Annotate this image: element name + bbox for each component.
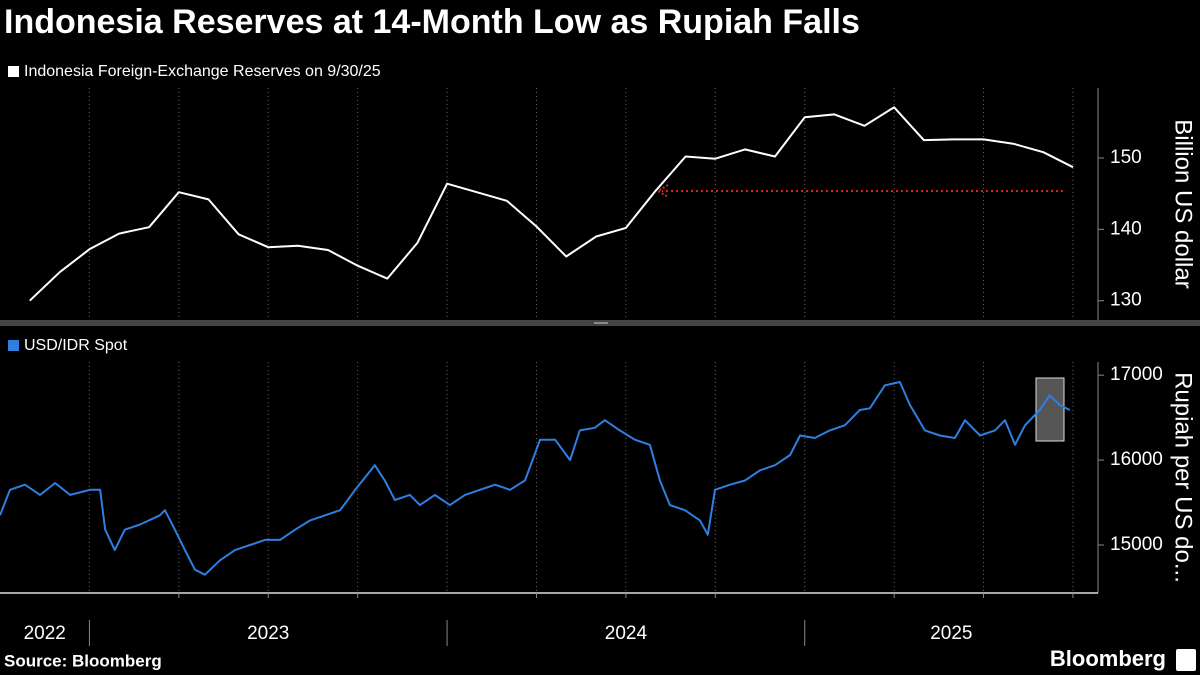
y-tick-label: 16000	[1110, 449, 1163, 470]
y-axis-title: Billion US dollar	[1170, 119, 1197, 288]
highlight-box	[1035, 377, 1065, 442]
y-tick-label: 150	[1110, 147, 1142, 168]
y-tick-label: 17000	[1110, 364, 1163, 385]
legend-label: Indonesia Foreign-Exchange Reserves on 9…	[24, 63, 381, 80]
x-tick-label: 2025	[930, 623, 972, 644]
x-tick-label: 2023	[247, 623, 289, 644]
y-tick-label: 15000	[1110, 534, 1163, 555]
line-series	[0, 381, 1071, 576]
x-tick-label: 2022	[24, 623, 66, 644]
legend-label: USD/IDR Spot	[24, 337, 128, 354]
chart-title: Indonesia Reserves at 14-Month Low as Ru…	[4, 3, 860, 41]
y-tick-label: 130	[1110, 290, 1142, 311]
line-series	[29, 106, 1074, 302]
y-axis-title: Rupiah per US do...	[1170, 372, 1197, 583]
legend-swatch	[8, 66, 19, 77]
brand-icon	[1176, 649, 1196, 671]
legend-swatch	[8, 340, 19, 351]
panel-handle	[594, 322, 608, 324]
y-tick-label: 140	[1110, 218, 1142, 239]
source: Source: Bloomberg	[4, 651, 162, 670]
x-tick-label: 2024	[605, 623, 648, 644]
brand-logo: Bloomberg	[1050, 646, 1166, 671]
